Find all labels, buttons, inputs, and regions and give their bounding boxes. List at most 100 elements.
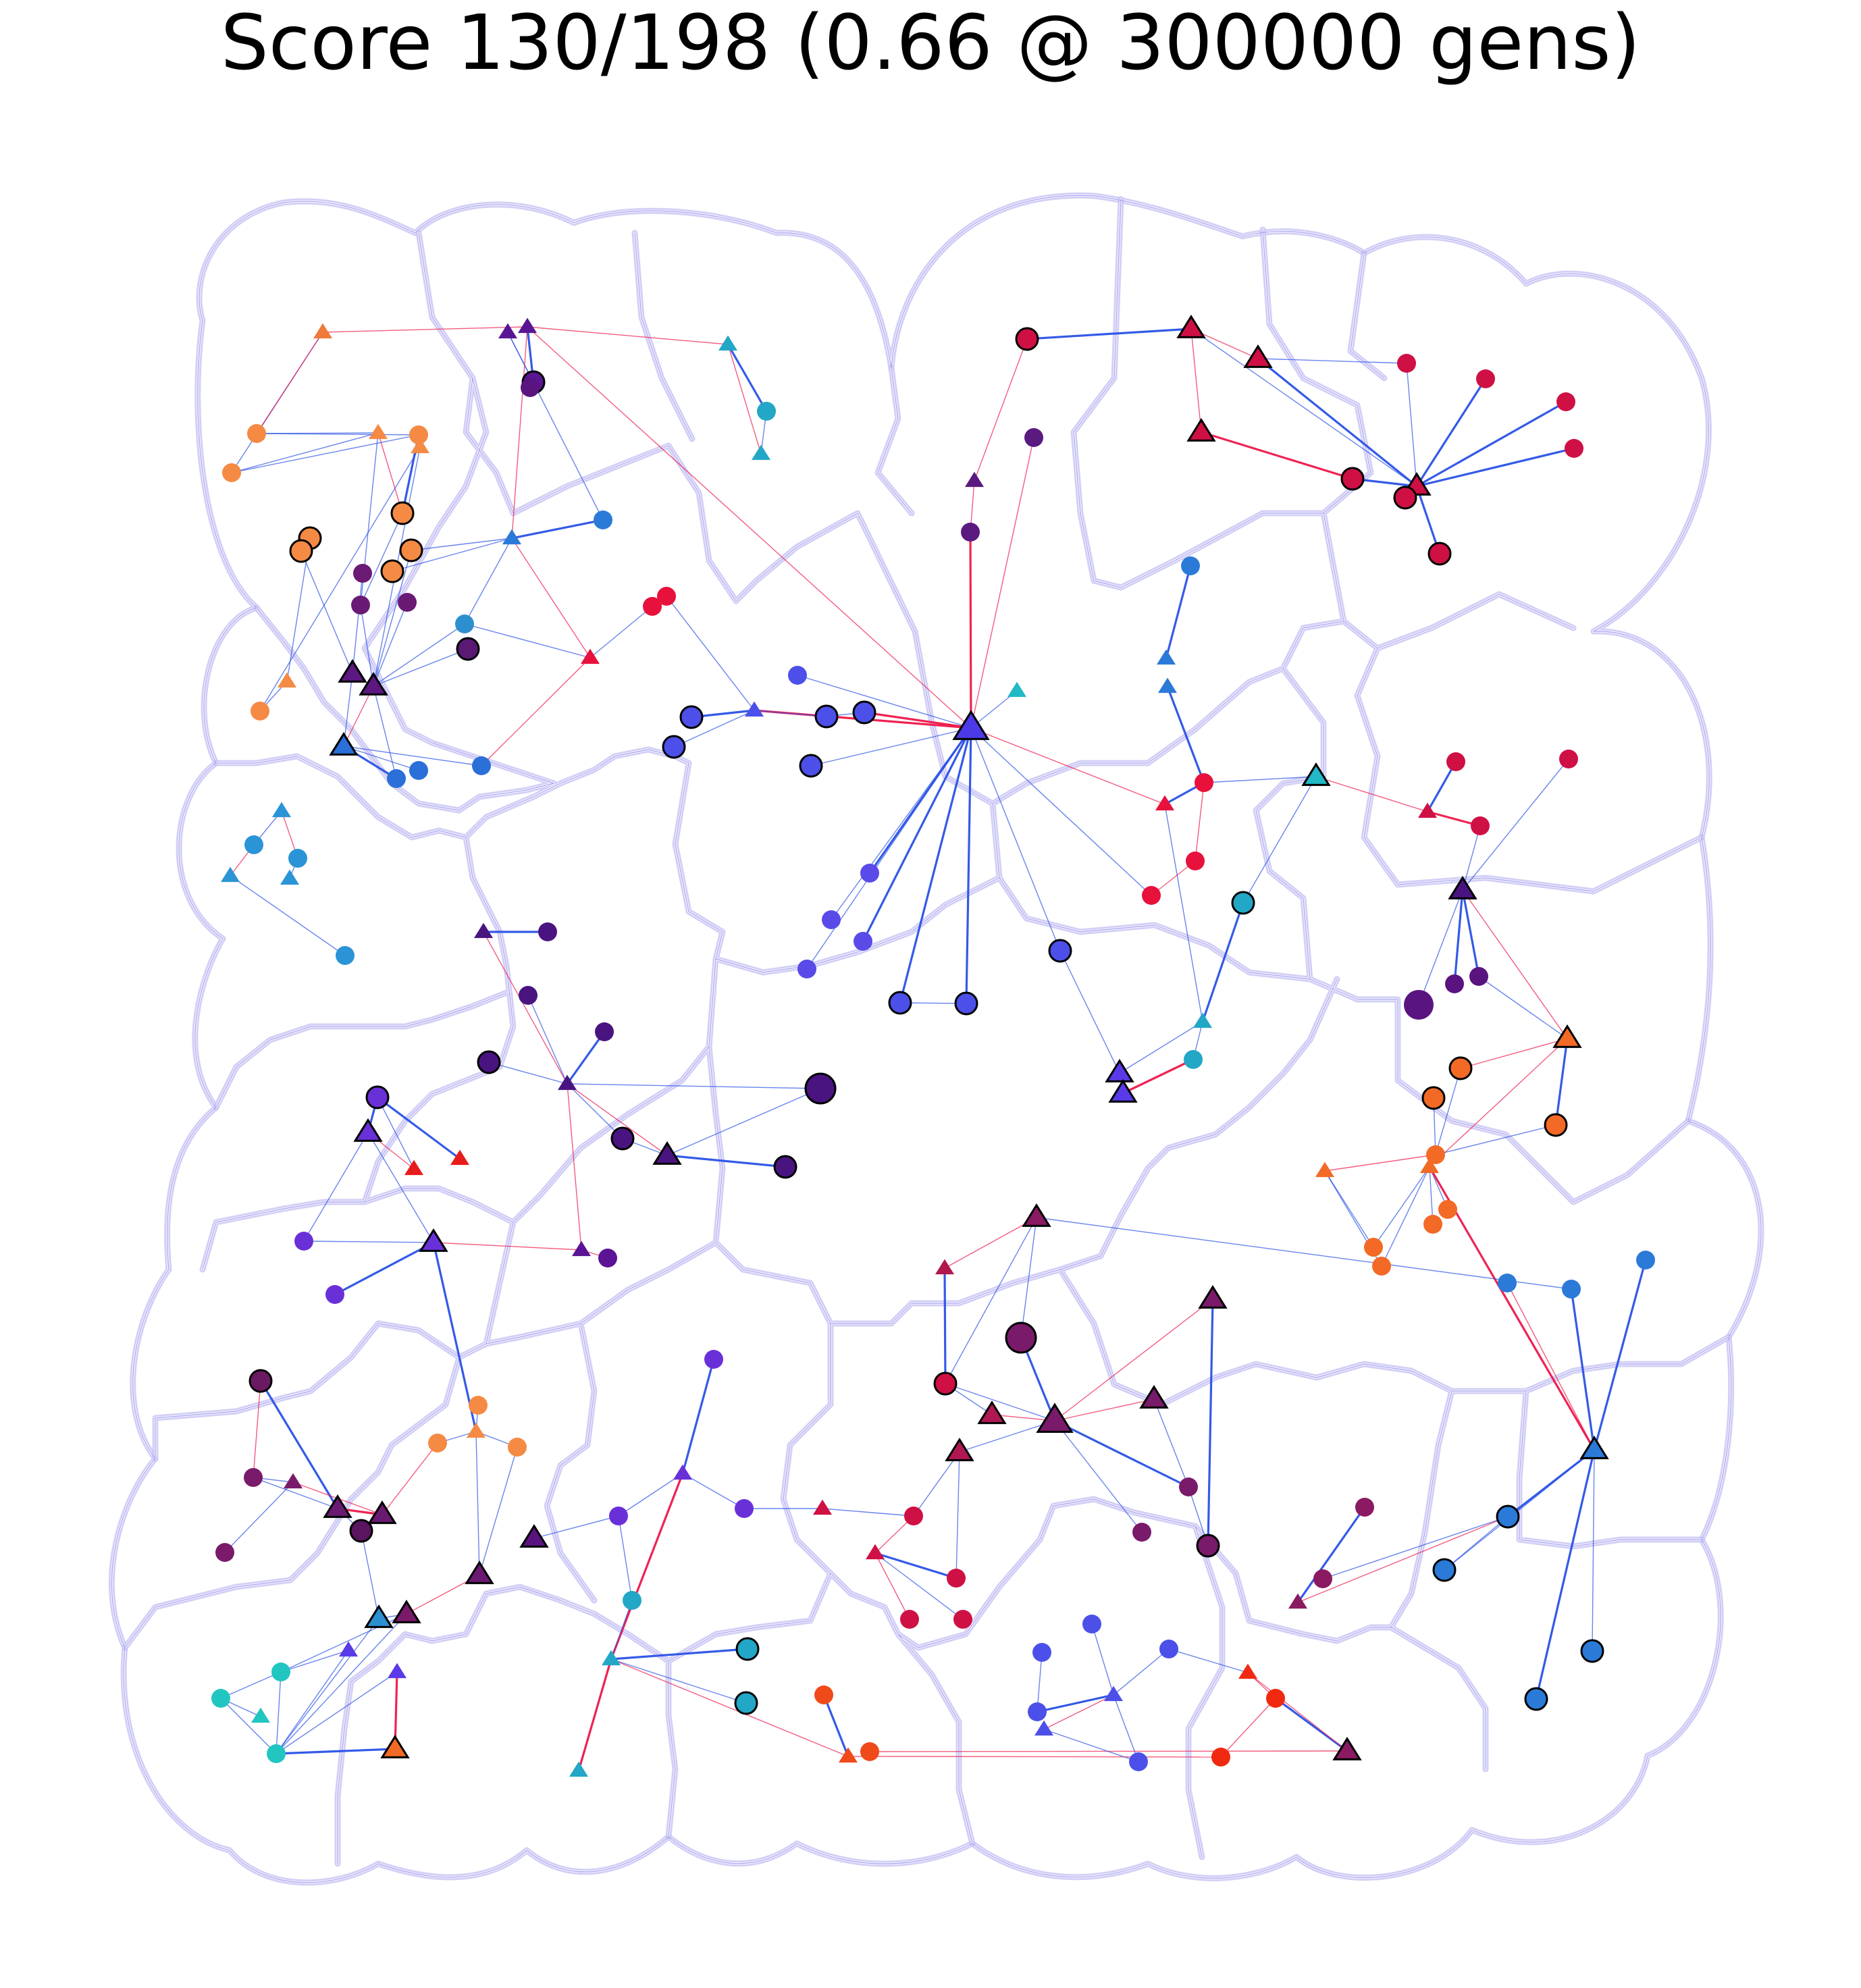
node-triangle-p113 — [652, 1141, 682, 1165]
node-circle-p22 — [251, 702, 269, 721]
node-circle-p98 — [1372, 1257, 1391, 1276]
node-circle-p9 — [222, 463, 241, 482]
edge-p176-p180 — [259, 1380, 339, 1509]
edge-p171-p174 — [1592, 1449, 1595, 1652]
node-circle-p137 — [904, 1507, 923, 1525]
edge-p94-p171 — [1428, 1166, 1596, 1450]
edge-p94-p98 — [1381, 1166, 1430, 1267]
node-circle-p60 — [852, 700, 876, 725]
edge-p21-p23 — [343, 685, 374, 747]
edge-p194-p196 — [220, 1698, 277, 1754]
node-circle-p27 — [455, 614, 474, 633]
node-triangle-p102 — [221, 866, 240, 883]
node-triangle-p118 — [450, 1149, 469, 1166]
edge-p150-p147 — [577, 1658, 612, 1771]
node-triangle-p190 — [392, 1599, 421, 1623]
node-circle-p25 — [409, 761, 428, 780]
edge-p55-p54 — [970, 690, 1018, 729]
edge-p173-p172 — [1444, 1516, 1509, 1571]
node-triangle-p129 — [1036, 1403, 1074, 1433]
node-circle-p47 — [1427, 542, 1452, 566]
node-triangle-p180 — [323, 1494, 352, 1518]
edge-p146-p147 — [610, 1600, 633, 1660]
node-circle-p18 — [456, 637, 480, 661]
edge-p116-p122 — [303, 1132, 369, 1242]
edge-p190-p196 — [276, 1613, 407, 1754]
edge-p187-p145 — [533, 1515, 619, 1539]
edge-p84-p85 — [1453, 889, 1464, 985]
node-triangle-p88 — [1552, 1024, 1582, 1048]
edge-p57-p61 — [673, 710, 755, 748]
node-triangle-p38 — [1243, 344, 1273, 368]
edge-p45-p47 — [1415, 486, 1441, 554]
node-circle-p80 — [1446, 752, 1465, 771]
node-circle-p39 — [1397, 354, 1416, 373]
outer-region-outline-halo — [109, 192, 1764, 1886]
edge-p18-p21 — [373, 648, 469, 687]
edge-p86-p88 — [1478, 976, 1568, 1039]
node-circle-p182 — [349, 1519, 373, 1543]
node-circle-p104 — [336, 946, 355, 965]
node-circle-p162 — [1266, 1689, 1285, 1708]
edge-p94-p97 — [1373, 1166, 1430, 1248]
edge-p28-p27 — [464, 538, 513, 625]
edge-p94-p96 — [1429, 1166, 1434, 1225]
edge-p55-p73 — [970, 727, 1061, 951]
edge-p55-p67 — [970, 727, 1152, 896]
node-circle-p67 — [1142, 886, 1161, 905]
node-triangle-p138 — [866, 1544, 885, 1560]
node-triangle-p184 — [467, 1422, 486, 1438]
inner-region-borders-core — [124, 199, 1729, 1864]
edge-p107-p110 — [527, 995, 568, 1084]
edge-p151-p152 — [822, 1694, 849, 1757]
node-triangle-p6 — [369, 423, 388, 440]
node-circle-p61 — [662, 735, 686, 759]
node-circle-p145 — [609, 1507, 628, 1525]
edge-p37-p45 — [1190, 328, 1417, 487]
node-triangle-p32 — [752, 444, 770, 461]
node-circle-p179 — [215, 1543, 234, 1562]
node-circle-p186 — [508, 1438, 527, 1457]
edge-p138-p140 — [874, 1552, 910, 1620]
edge-p30-p31 — [727, 344, 768, 412]
edge-p43-p44 — [1201, 431, 1353, 480]
node-circle-p77 — [1184, 1050, 1203, 1069]
node-triangle-p125 — [935, 1259, 954, 1275]
edge-p102-p104 — [230, 875, 346, 956]
edge-p84-p88 — [1462, 889, 1568, 1039]
edge-p178-p180 — [253, 1477, 338, 1509]
node-circle-p165 — [1355, 1498, 1374, 1517]
edge-p27-p21 — [373, 623, 465, 687]
node-circle-p156 — [1032, 1643, 1051, 1662]
node-circle-p86 — [1469, 967, 1488, 986]
edge-p186-p188 — [479, 1446, 518, 1575]
edge-p13-p28 — [411, 538, 513, 551]
edge-p171-p168 — [1506, 1282, 1595, 1450]
edge-p42-p45 — [1416, 447, 1575, 488]
edge-p41-p45 — [1416, 400, 1567, 488]
node-circle-p192 — [271, 1663, 290, 1681]
node-circle-p176 — [248, 1369, 273, 1393]
node-circle-p108 — [595, 1022, 614, 1041]
node-circle-p66 — [1186, 852, 1205, 870]
edge-p192-p194 — [220, 1671, 282, 1699]
node-triangle-p132 — [1198, 1284, 1228, 1309]
node-triangle-p164 — [1332, 1736, 1362, 1760]
edge-p76-p78 — [1119, 1021, 1203, 1074]
edge-p11-p19 — [286, 538, 311, 682]
edge-p14-p28 — [392, 538, 513, 572]
node-triangle-p191 — [339, 1641, 358, 1657]
node-triangle-p64 — [1155, 795, 1174, 811]
edge-p129-p130 — [959, 1420, 1055, 1453]
edge-p119-p123 — [334, 1241, 434, 1296]
edge-p55-p56 — [797, 675, 972, 729]
edge-p129-p131 — [1054, 1398, 1155, 1421]
edge-p12-p20 — [300, 550, 353, 674]
node-triangle-p65 — [1301, 762, 1331, 786]
node-triangle-p193 — [388, 1663, 407, 1679]
node-circle-p133 — [1179, 1477, 1198, 1496]
edge-p93-p92 — [1324, 1154, 1436, 1172]
edge-p129-p132 — [1054, 1299, 1213, 1421]
node-circle-p100 — [244, 835, 263, 854]
node-circle-p36 — [1015, 327, 1039, 351]
